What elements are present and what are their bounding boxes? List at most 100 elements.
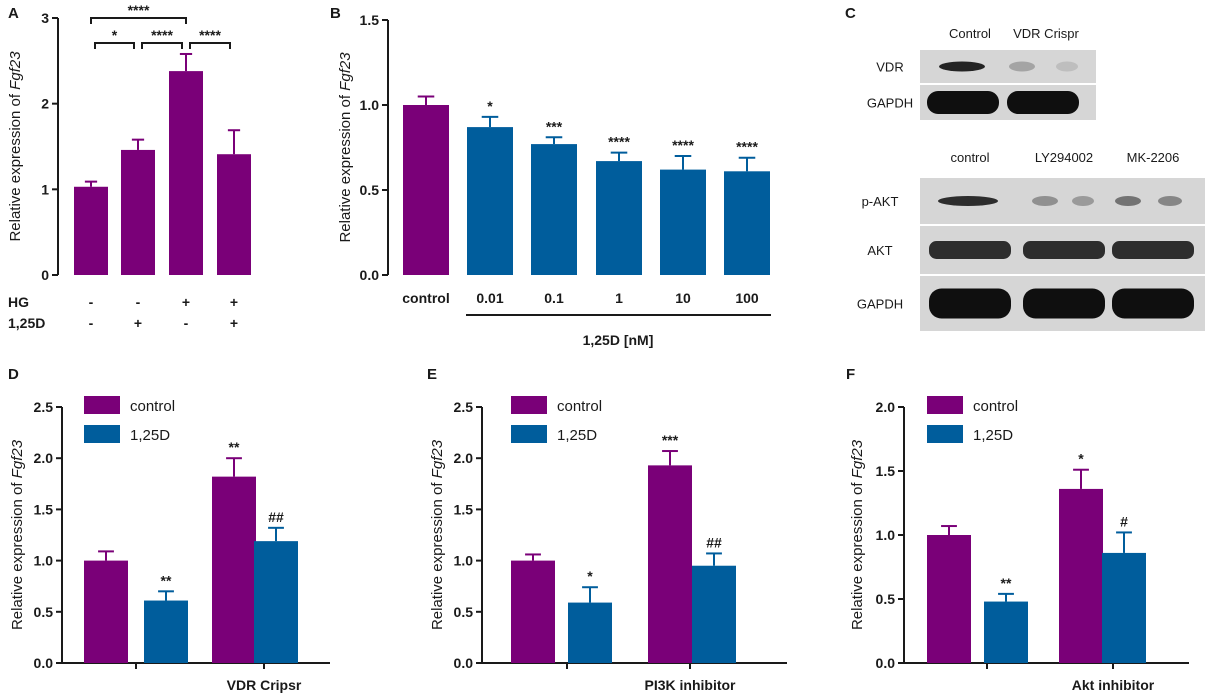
y-tick-label: 0.5 <box>34 604 54 620</box>
legend-label: control <box>973 398 1018 415</box>
legend-label: 1,25D <box>973 427 1013 444</box>
legend-label: 1,25D <box>130 427 170 444</box>
blot-band <box>1007 91 1079 114</box>
condition-sign: + <box>230 315 238 331</box>
y-tick-label: 1.5 <box>360 12 380 28</box>
condition-label: HG <box>8 294 29 310</box>
y-axis-label: Relative expression of Fgf23 <box>849 439 866 630</box>
y-axis-label-gene: Fgf23 <box>337 52 354 91</box>
significance-label: ** <box>229 439 240 455</box>
blot-band <box>927 91 999 114</box>
blot-band <box>929 288 1011 319</box>
blot-band <box>1023 241 1105 259</box>
bar <box>212 476 256 663</box>
panel-letter: A <box>8 5 19 22</box>
y-tick-label: 2 <box>41 96 49 112</box>
y-axis-label-prefix: Relative expression of <box>7 90 24 242</box>
significance-label: * <box>487 98 493 114</box>
blot-band <box>1056 61 1078 72</box>
significance-bracket <box>189 42 231 49</box>
blot-band <box>938 196 998 206</box>
panel-e: E 0.0 0.5 1.0 1.5 2.0 2.5 Relative expression o… <box>427 366 787 693</box>
blot-band <box>1009 61 1035 72</box>
condition-sign: - <box>184 315 189 331</box>
panel-letter: C <box>845 5 856 22</box>
y-tick-label: 2.0 <box>34 450 54 466</box>
x-tick-label: 1 <box>615 290 623 306</box>
x-tick-label: 0.1 <box>544 290 564 306</box>
significance-label: **** <box>151 27 173 43</box>
y-axis-label-prefix: Relative expression of <box>849 478 866 630</box>
significance-bracket <box>141 42 183 49</box>
x-tick-label: control <box>402 290 449 306</box>
panel-letter: F <box>846 366 855 383</box>
bar <box>1059 488 1103 663</box>
y-tick-label: 2.0 <box>876 399 896 415</box>
y-tick-label: 2.5 <box>454 399 474 415</box>
blot-lane-label: control <box>950 150 989 165</box>
y-tick-label: 1.0 <box>454 553 474 569</box>
significance-label: *** <box>546 118 563 134</box>
significance-label: **** <box>608 134 630 150</box>
blot-lane-label: Control <box>949 26 991 41</box>
condition-sign: + <box>134 315 142 331</box>
legend-swatch <box>511 396 547 414</box>
significance-label: **** <box>128 2 150 18</box>
blot-band <box>1112 241 1194 259</box>
bar <box>403 105 449 275</box>
blot-band <box>939 61 985 72</box>
significance-label: *** <box>662 432 679 448</box>
y-tick-label: 1.0 <box>876 527 896 543</box>
blot-band <box>1112 288 1194 319</box>
y-tick-label: 2.5 <box>34 399 54 415</box>
significance-bracket <box>94 42 135 49</box>
y-tick-label: 1.5 <box>34 501 54 517</box>
condition-sign: + <box>182 294 190 310</box>
y-tick-label: 2.0 <box>454 450 474 466</box>
y-axis-label: Relative expression of Fgf23 <box>7 51 24 242</box>
legend-label: 1,25D <box>557 427 597 444</box>
bar <box>531 144 577 275</box>
significance-bracket <box>90 17 187 24</box>
blot-row-label: p-AKT <box>862 194 899 209</box>
significance-label: ## <box>268 509 284 525</box>
bar <box>217 154 251 275</box>
y-axis-label-prefix: Relative expression of <box>337 91 354 243</box>
blot-row-label: GAPDH <box>857 297 903 312</box>
y-axis-label-gene: Fgf23 <box>9 439 26 478</box>
condition-sign: + <box>230 294 238 310</box>
condition-sign: - <box>89 315 94 331</box>
bar <box>121 149 155 275</box>
blot-band <box>1158 196 1182 206</box>
y-tick-label: 1.0 <box>360 97 380 113</box>
y-tick-label: 1 <box>41 181 49 197</box>
significance-label: ** <box>1001 575 1012 591</box>
significance-label: * <box>587 568 593 584</box>
legend-label: control <box>557 398 602 415</box>
y-axis-label: Relative expression of Fgf23 <box>429 439 446 630</box>
y-tick-label: 0.5 <box>876 591 896 607</box>
y-tick-label: 0.5 <box>454 604 474 620</box>
y-tick-label: 0.5 <box>360 182 380 198</box>
bar <box>927 535 971 663</box>
bar <box>660 169 706 275</box>
blot-band <box>1115 196 1141 206</box>
bar <box>648 465 692 663</box>
x-group-label: PI3K inhibitor <box>645 677 737 693</box>
x-axis-label: 1,25D [nM] <box>583 332 654 348</box>
significance-label: ## <box>706 534 722 550</box>
panel-letter: B <box>330 5 341 22</box>
legend-swatch <box>927 425 963 443</box>
bar <box>84 560 128 663</box>
y-tick-label: 0 <box>41 267 49 283</box>
legend-swatch <box>927 396 963 414</box>
significance-label: * <box>112 27 118 43</box>
bar <box>74 186 108 275</box>
legend-label: control <box>130 398 175 415</box>
bar <box>169 71 203 275</box>
panel-c: C Control VDR Crispr VDR GAPDH control LY29400… <box>845 5 1205 331</box>
panel-d: D 0.0 0.5 1.0 1.5 2.0 2.5 Relative expression o… <box>8 366 330 693</box>
y-axis-label: Relative expression of Fgf23 <box>9 439 26 630</box>
y-axis-label-gene: Fgf23 <box>7 51 24 90</box>
